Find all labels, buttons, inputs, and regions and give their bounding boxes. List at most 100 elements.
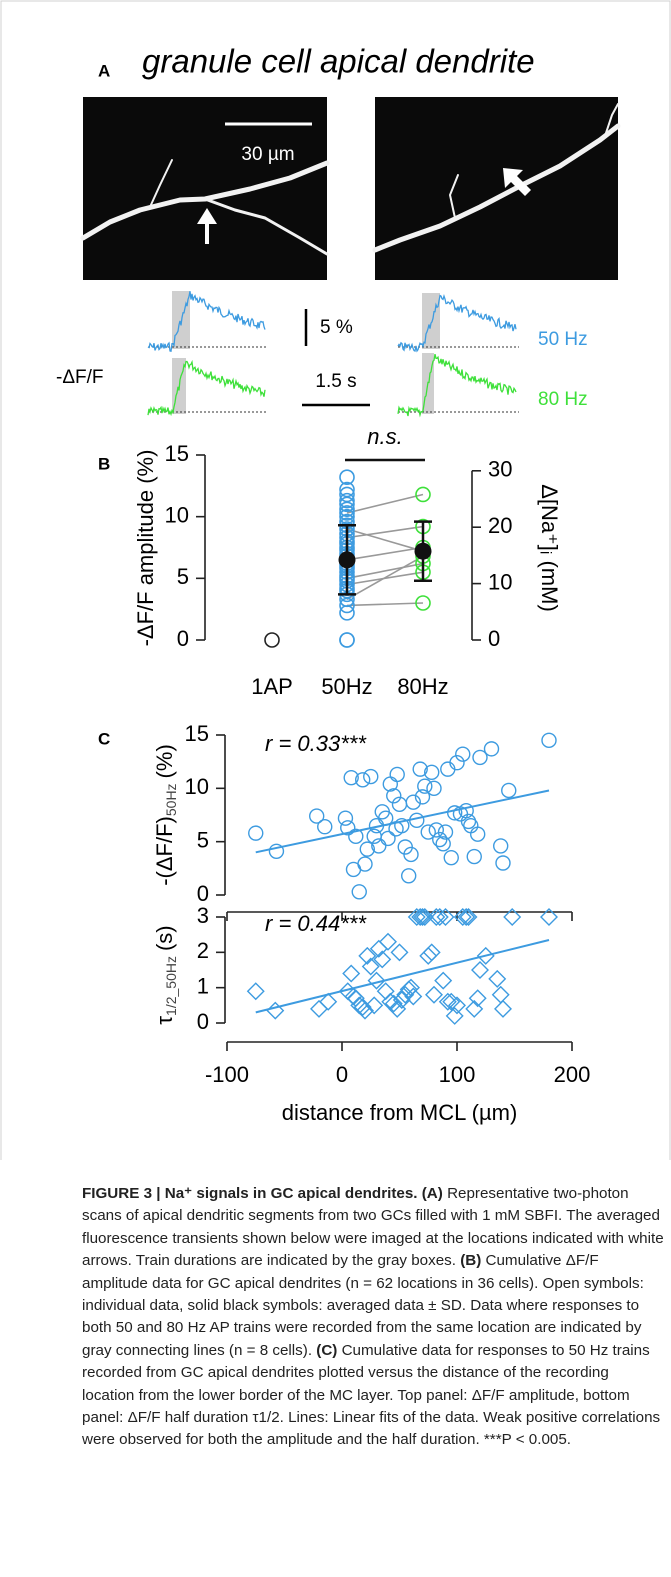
data-point	[447, 805, 463, 821]
caption-text: FIGURE 3 | Na⁺ signals in GC apical dend…	[82, 1185, 418, 1202]
data-point	[390, 943, 409, 962]
data-point	[365, 996, 384, 1015]
data-point	[455, 746, 471, 762]
trace	[147, 291, 266, 352]
data-point	[264, 632, 280, 648]
y-tick-label: 10	[185, 774, 209, 799]
y2-tick-label: 20	[488, 513, 512, 538]
y-tick-label: 3	[197, 903, 209, 928]
pair-line	[346, 493, 424, 514]
caption-text: Cumulative ΔF/F amplitude data for GC ap…	[82, 1252, 644, 1359]
data-point	[443, 849, 459, 866]
pair-line	[346, 571, 424, 586]
data-point	[438, 992, 457, 1011]
y-tick-label: 10	[165, 502, 189, 527]
data-point	[411, 908, 430, 926]
caption-text: (A)	[421, 1185, 443, 1202]
data-point	[445, 1006, 464, 1025]
y-tick-label: 2	[197, 938, 209, 963]
data-point	[417, 778, 433, 794]
pair-line	[346, 528, 424, 552]
y-label-sub: 50Hz	[163, 783, 179, 816]
x-tick-label: 200	[554, 1062, 591, 1087]
x-tick-label: 80Hz	[397, 674, 448, 699]
caption-text: Representative two-photon scans of apica…	[82, 1185, 664, 1270]
data-point	[351, 884, 367, 900]
data-point	[414, 789, 431, 805]
y-tick-label: 0	[177, 626, 189, 651]
y2-tick-label: 0	[488, 626, 500, 651]
mean-point	[414, 542, 432, 560]
data-point	[488, 969, 507, 988]
data-point	[425, 985, 443, 1004]
y-label-sub: 1/2_50Hz	[163, 956, 179, 1016]
data-point	[339, 486, 355, 503]
data-point	[402, 978, 420, 997]
data-point	[427, 908, 446, 926]
data-point	[407, 908, 426, 926]
data-point	[453, 908, 472, 926]
data-point	[339, 605, 355, 621]
data-point	[413, 908, 432, 926]
data-point	[378, 810, 394, 826]
data-point	[434, 971, 453, 990]
data-point	[457, 908, 476, 926]
data-point	[448, 996, 466, 1015]
data-point	[339, 492, 355, 509]
trace-label: 50 Hz	[538, 329, 588, 350]
y-label-unit: (%)	[152, 744, 177, 778]
arrow	[503, 168, 531, 196]
data-point	[339, 508, 355, 525]
data-point	[470, 826, 486, 842]
trace	[397, 293, 517, 353]
data-point	[266, 1001, 285, 1020]
trace	[397, 353, 517, 418]
y-label-main: τ	[152, 1016, 177, 1025]
data-point	[424, 764, 440, 781]
data-point	[422, 943, 441, 962]
y-tick-label: 5	[177, 564, 189, 589]
panel-title: granule cell apical dendrite	[142, 43, 535, 80]
data-point	[495, 855, 511, 871]
data-point	[339, 505, 355, 521]
panel-label: A	[98, 61, 110, 80]
y-tick-label: 1	[197, 973, 209, 998]
data-point	[368, 817, 385, 834]
caption-text: Cumulative data for responses to 50 Hz t…	[82, 1341, 661, 1449]
data-point	[380, 830, 396, 847]
x-tick-label: -100	[205, 1062, 249, 1087]
y-tick-label: 0	[197, 881, 209, 906]
data-point	[343, 769, 359, 786]
data-point	[415, 595, 431, 611]
panel-label: B	[98, 454, 110, 473]
data-point	[428, 822, 444, 838]
data-point	[466, 848, 482, 865]
data-point	[356, 1001, 374, 1020]
fit-line	[255, 789, 550, 854]
data-point	[437, 824, 454, 840]
x-tick-label: 100	[439, 1062, 476, 1087]
data-point	[465, 999, 484, 1018]
pair-line	[346, 546, 424, 561]
data-point	[268, 843, 285, 859]
amplitude-label: 5 %	[320, 317, 353, 338]
data-point	[340, 820, 356, 836]
caption-text: (B)	[460, 1252, 482, 1270]
data-point	[389, 766, 405, 783]
data-point	[459, 908, 478, 926]
data-point	[337, 810, 354, 826]
data-point	[503, 908, 522, 926]
micrograph	[375, 97, 618, 280]
panel-label: C	[98, 729, 110, 748]
x-tick-label: 1AP	[251, 674, 293, 699]
data-point	[361, 957, 380, 976]
y-label-unit: (s)	[152, 925, 177, 951]
data-point	[339, 469, 355, 486]
data-point	[373, 950, 392, 969]
data-point	[371, 838, 387, 854]
data-point	[384, 994, 403, 1013]
annotation: n.s.	[367, 424, 402, 449]
data-point	[476, 946, 495, 965]
annotation: r = 0.33***	[265, 731, 367, 756]
